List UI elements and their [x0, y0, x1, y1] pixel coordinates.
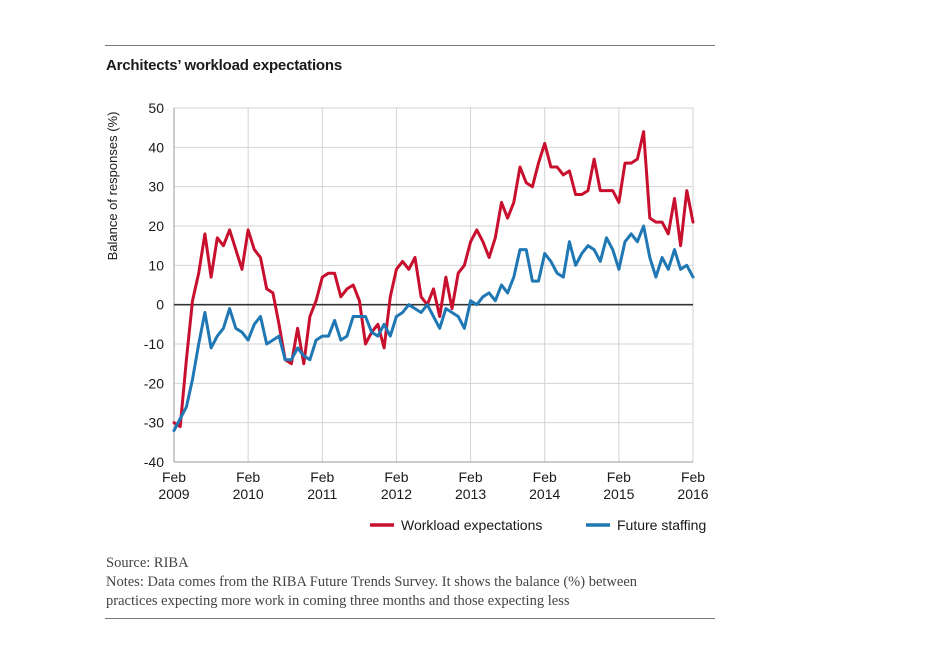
y-tick-label: -30 [144, 415, 164, 431]
x-tick-label-month: Feb [162, 469, 186, 485]
legend-label-workload-expectations: Workload expectations [401, 517, 542, 533]
y-axis-label: Balance of responses (%) [105, 112, 120, 261]
y-tick-label: -20 [144, 375, 164, 391]
y-tick-label: 20 [148, 218, 164, 234]
y-tick-label: -10 [144, 336, 164, 352]
x-tick-label-year: 2011 [307, 486, 337, 502]
x-tick-label-month: Feb [459, 469, 483, 485]
x-tick-label-year: 2016 [677, 486, 708, 502]
gridlines [173, 107, 694, 463]
chart-title: Architects’ workload expectations [106, 57, 342, 74]
x-tick-label-month: Feb [384, 469, 408, 485]
x-tick-label-month: Feb [681, 469, 705, 485]
x-tick-label-year: 2015 [603, 486, 634, 502]
source-notes: Source: RIBA Notes: Data comes from the … [106, 554, 726, 611]
legend: Workload expectations Future staffing [370, 517, 706, 533]
x-tick-label-year: 2013 [455, 486, 486, 502]
y-axis: 50 40 30 20 10 0 -10 -20 -30 -40 [144, 100, 164, 470]
x-tick-label-month: Feb [236, 469, 260, 485]
x-tick-label-month: Feb [607, 469, 631, 485]
x-tick-label-month: Feb [310, 469, 334, 485]
x-tick-label-year: 2009 [158, 486, 189, 502]
x-tick-label-year: 2014 [529, 486, 560, 502]
x-tick-label-month: Feb [533, 469, 557, 485]
top-rule [105, 45, 715, 46]
y-tick-label: 30 [148, 179, 164, 195]
notes-line-1: Notes: Data comes from the RIBA Future T… [106, 574, 638, 590]
bottom-rule [105, 618, 715, 619]
x-tick-label-year: 2010 [233, 486, 264, 502]
series-line-workload-expectations [172, 130, 695, 429]
x-tick-label-year: 2012 [381, 486, 412, 502]
y-tick-label: -40 [144, 454, 164, 470]
series-lines [172, 130, 695, 432]
y-tick-label: 50 [148, 100, 164, 116]
y-tick-label: 10 [148, 257, 164, 273]
legend-label-future-staffing: Future staffing [617, 517, 706, 533]
y-tick-label: 0 [156, 297, 164, 313]
series-line-future-staffing [172, 224, 695, 432]
notes-line-2: practices expecting more work in coming … [106, 593, 570, 609]
source-line: Source: RIBA [106, 555, 189, 571]
x-axis: Feb2009Feb2010Feb2011Feb2012Feb2013Feb20… [158, 469, 708, 502]
y-tick-label: 40 [148, 139, 164, 155]
